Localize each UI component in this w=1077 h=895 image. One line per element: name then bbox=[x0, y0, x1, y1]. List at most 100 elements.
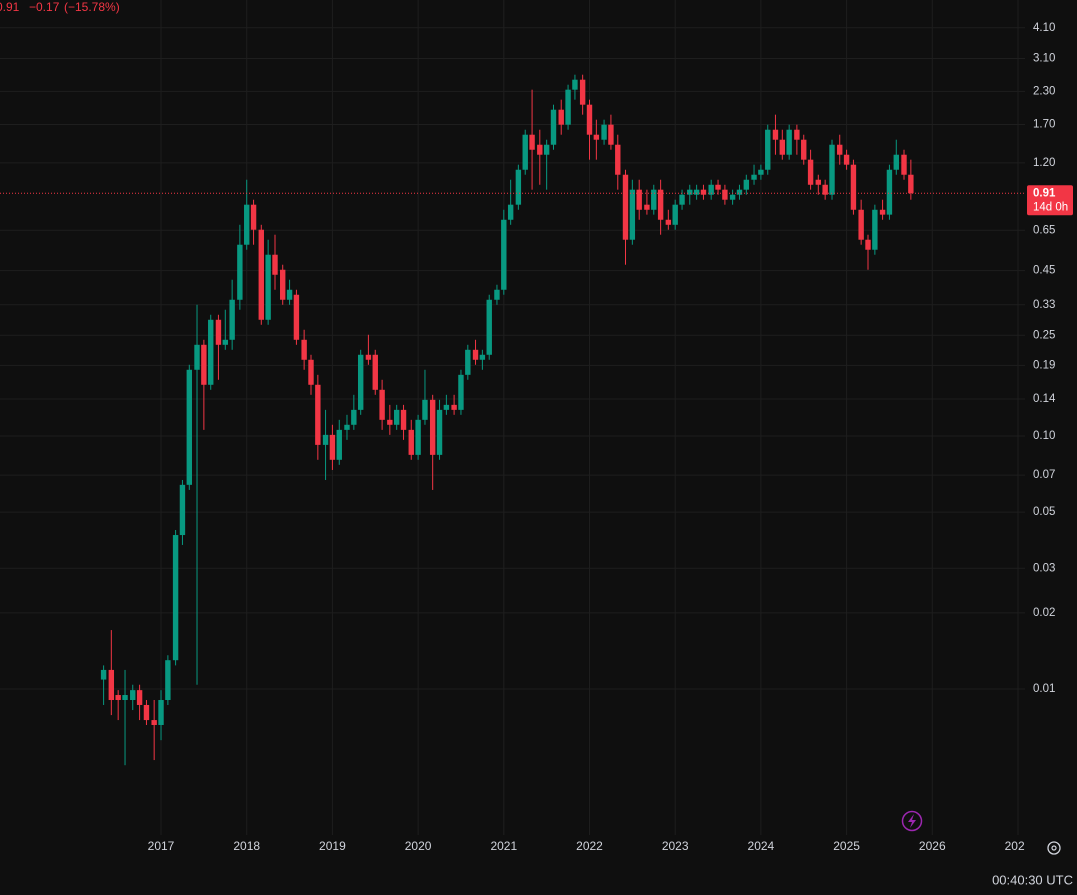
y-tick-label: 0.25 bbox=[1033, 329, 1055, 341]
y-tick-label: 0.14 bbox=[1033, 393, 1056, 405]
candle-body bbox=[636, 189, 642, 210]
candle-body bbox=[344, 424, 350, 430]
x-tick-label: 2024 bbox=[748, 839, 775, 853]
x-tick-label: 2019 bbox=[319, 839, 346, 853]
candle-body bbox=[429, 399, 436, 455]
y-tick-label: 0.07 bbox=[1033, 469, 1055, 481]
candle-body bbox=[115, 695, 121, 701]
candle-body bbox=[865, 239, 871, 250]
candle-body bbox=[579, 79, 586, 105]
candle-body bbox=[244, 204, 250, 245]
candle-body bbox=[486, 299, 492, 355]
y-tick-label: 2.30 bbox=[1033, 85, 1055, 97]
y-tick-label: 0.10 bbox=[1033, 430, 1055, 442]
x-tick-label: 2025 bbox=[833, 839, 860, 853]
candle-body bbox=[308, 359, 314, 385]
candle-body bbox=[829, 144, 835, 195]
candle-body bbox=[786, 129, 792, 155]
candle-body bbox=[543, 144, 550, 155]
candle-body bbox=[387, 419, 393, 425]
candle-body bbox=[336, 429, 342, 460]
candle-body bbox=[443, 404, 450, 410]
candle-body bbox=[357, 354, 364, 410]
candle-body bbox=[322, 434, 329, 445]
candle-body bbox=[400, 409, 407, 430]
candle-body bbox=[293, 294, 300, 340]
candle-body bbox=[379, 389, 385, 420]
candle-body bbox=[886, 169, 893, 215]
x-tick-label: 2027 bbox=[1005, 839, 1032, 853]
lightning-icon[interactable] bbox=[901, 810, 923, 832]
candle-body bbox=[179, 484, 186, 536]
candle-body bbox=[501, 219, 507, 290]
candle-body bbox=[237, 244, 243, 300]
candle-body bbox=[208, 319, 214, 385]
settings-icon[interactable] bbox=[1047, 841, 1061, 855]
x-tick-label: 2017 bbox=[148, 839, 175, 853]
candle-body bbox=[172, 535, 179, 661]
y-tick-label: 0.45 bbox=[1033, 265, 1055, 277]
candle-body bbox=[315, 384, 321, 445]
candle-body bbox=[837, 144, 843, 155]
x-tick-label: 2018 bbox=[233, 839, 260, 853]
plot-area bbox=[0, 0, 1025, 835]
candle-body bbox=[522, 134, 528, 170]
candle-body bbox=[622, 174, 629, 240]
candle-body bbox=[601, 124, 607, 140]
candle-body bbox=[329, 434, 336, 460]
candle-body bbox=[265, 254, 271, 320]
candle-body bbox=[201, 344, 207, 385]
candle-body bbox=[436, 409, 443, 455]
candle-body bbox=[679, 194, 685, 205]
price-label: 0.91 bbox=[1033, 187, 1056, 199]
x-tick-label: 2022 bbox=[576, 839, 603, 853]
candle-body bbox=[393, 409, 400, 425]
axes: 4.10 3.10 2.30 1.70 1.20 0.65 0.45 0.33 0.25 0.19… bbox=[148, 22, 1073, 858]
candle-body bbox=[550, 109, 557, 145]
candle-body bbox=[765, 129, 771, 170]
y-tick-label: 4.10 bbox=[1033, 22, 1055, 34]
candle-body bbox=[629, 189, 636, 240]
candle-body bbox=[351, 409, 357, 425]
change-percent: (−15.78%) bbox=[64, 0, 120, 14]
clock[interactable]: 00:40:30 UTC bbox=[992, 872, 1073, 887]
candle-body bbox=[843, 154, 850, 165]
candle-body bbox=[100, 669, 107, 680]
candle-body bbox=[272, 254, 278, 275]
candle-body bbox=[572, 79, 578, 90]
candle-body bbox=[472, 349, 479, 360]
candle-body bbox=[537, 144, 543, 155]
candle-body bbox=[758, 169, 764, 175]
candle-body bbox=[408, 429, 414, 455]
y-tick-label: 0.01 bbox=[1033, 683, 1055, 695]
candle-body bbox=[687, 189, 693, 195]
candle-body bbox=[451, 404, 457, 410]
candle-body bbox=[194, 344, 200, 370]
price-axis-panel bbox=[1025, 0, 1077, 835]
candle-body bbox=[850, 164, 857, 210]
candle-body bbox=[494, 289, 500, 300]
last-price: 0.91 bbox=[0, 0, 20, 14]
candle-body bbox=[722, 189, 728, 200]
candle-body bbox=[807, 159, 814, 185]
y-tick-label: 0.65 bbox=[1033, 224, 1055, 236]
candle-body bbox=[715, 184, 721, 190]
candle-body bbox=[229, 299, 235, 340]
candle-body bbox=[901, 154, 907, 175]
y-tick-label: 0.33 bbox=[1033, 299, 1055, 311]
candle-body bbox=[250, 204, 257, 230]
candle-body bbox=[801, 139, 807, 160]
candle-body bbox=[465, 349, 471, 375]
candle-body bbox=[258, 229, 264, 320]
candle-body bbox=[301, 339, 307, 360]
candle-body bbox=[729, 194, 736, 200]
candle-body bbox=[644, 204, 650, 210]
candle-body bbox=[365, 354, 372, 360]
candle-body bbox=[558, 109, 564, 125]
change: −0.17 bbox=[29, 0, 60, 14]
candle-body bbox=[586, 104, 593, 135]
candle-body bbox=[280, 269, 286, 300]
y-tick-label: 3.10 bbox=[1033, 53, 1055, 65]
candle-body bbox=[872, 209, 878, 250]
countdown: 14d 0h bbox=[1033, 201, 1068, 213]
